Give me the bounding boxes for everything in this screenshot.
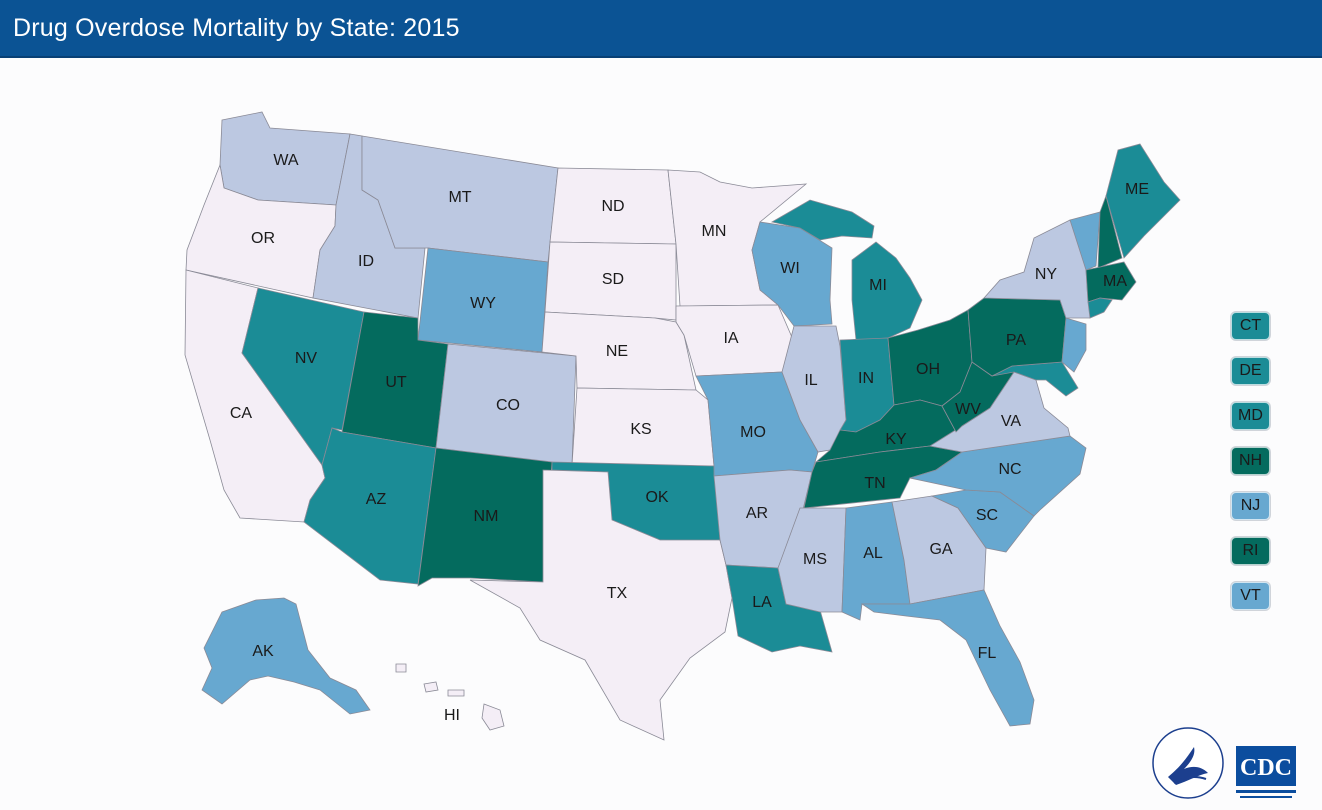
state-label-va: VA xyxy=(1001,413,1021,430)
state-label-sc: SC xyxy=(976,507,998,524)
state-label-ma: MA xyxy=(1103,273,1127,290)
state-ct[interactable] xyxy=(1087,297,1113,319)
state-tx[interactable] xyxy=(469,469,733,741)
state-label-sd: SD xyxy=(602,271,624,288)
state-label-ar: AR xyxy=(746,505,768,522)
state-fl[interactable] xyxy=(860,589,1035,727)
state-label-ne: NE xyxy=(606,343,628,360)
state-label-id: ID xyxy=(358,253,374,270)
state-label-ca: CA xyxy=(230,405,253,422)
legend-item-md[interactable]: MD xyxy=(1231,402,1270,430)
state-label-ut: UT xyxy=(385,374,407,391)
state-label-az: AZ xyxy=(366,491,387,508)
state-label-pa: PA xyxy=(1006,332,1026,349)
state-label-nm: NM xyxy=(474,508,499,525)
state-label-ga: GA xyxy=(929,541,952,558)
state-label-or: OR xyxy=(251,230,275,247)
state-label-mo: MO xyxy=(740,424,766,441)
state-me[interactable] xyxy=(1105,143,1181,259)
state-ak[interactable] xyxy=(201,597,371,715)
state-label-al: AL xyxy=(863,545,883,562)
state-label-tn: TN xyxy=(864,475,885,492)
state-label-ms: MS xyxy=(803,551,827,568)
page-title: Drug Overdose Mortality by State: 2015 xyxy=(13,14,460,42)
title-bar: Drug Overdose Mortality by State: 2015 xyxy=(0,0,1322,58)
legend-item-nj[interactable]: NJ xyxy=(1231,492,1270,520)
state-label-wv: WV xyxy=(955,401,981,418)
state-label-ks: KS xyxy=(630,421,651,438)
cdc-logo: CDC xyxy=(1236,746,1296,798)
legend-item-de[interactable]: DE xyxy=(1231,357,1270,385)
state-label-wa: WA xyxy=(273,152,299,169)
legend-item-ct[interactable]: CT xyxy=(1231,312,1270,340)
legend-item-ri[interactable]: RI xyxy=(1231,537,1270,565)
state-nj[interactable] xyxy=(1061,317,1087,373)
state-vt[interactable] xyxy=(1069,211,1101,271)
state-label-ia: IA xyxy=(723,330,738,347)
hhs-logo xyxy=(1152,727,1224,799)
cdc-logo-text: CDC xyxy=(1240,755,1292,781)
state-label-mt: MT xyxy=(448,189,471,206)
state-label-me: ME xyxy=(1125,181,1149,198)
legend-item-vt[interactable]: VT xyxy=(1231,582,1270,610)
legend-item-nh[interactable]: NH xyxy=(1231,447,1270,475)
state-label-mn: MN xyxy=(702,223,727,240)
state-label-in: IN xyxy=(858,370,874,387)
state-label-la: LA xyxy=(752,594,772,611)
state-label-oh: OH xyxy=(916,361,940,378)
state-mi[interactable] xyxy=(851,241,923,341)
state-label-ok: OK xyxy=(645,489,668,506)
state-label-wy: WY xyxy=(470,295,496,312)
state-label-wi: WI xyxy=(780,260,800,277)
state-hi[interactable] xyxy=(395,663,505,731)
state-nh[interactable] xyxy=(1097,194,1123,269)
state-sd[interactable] xyxy=(544,241,677,321)
state-label-mi: MI xyxy=(869,277,887,294)
state-mi-upper[interactable] xyxy=(770,199,875,241)
state-label-ny: NY xyxy=(1035,266,1058,283)
state-label-co: CO xyxy=(496,397,520,414)
state-label-nv: NV xyxy=(295,350,318,367)
state-label-tx: TX xyxy=(607,585,628,602)
state-label-nd: ND xyxy=(601,198,624,215)
state-label-ak: AK xyxy=(252,643,274,660)
state-label-fl: FL xyxy=(978,645,997,662)
state-label-ky: KY xyxy=(885,431,907,448)
state-label-nc: NC xyxy=(998,461,1021,478)
state-label-il: IL xyxy=(804,372,817,389)
state-label-hi: HI xyxy=(444,707,460,724)
